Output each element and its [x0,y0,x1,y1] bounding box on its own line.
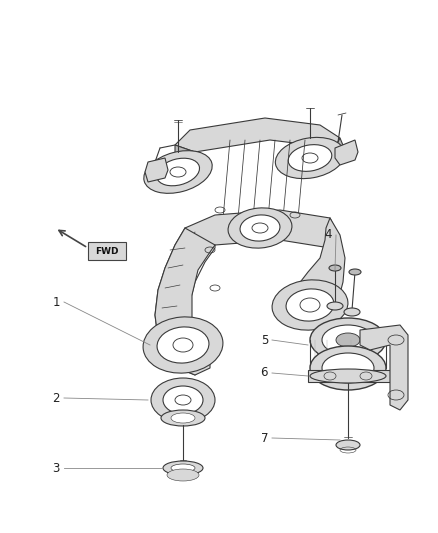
Ellipse shape [349,269,361,275]
Ellipse shape [336,440,360,450]
Ellipse shape [276,138,345,179]
Ellipse shape [327,302,343,310]
Text: 4: 4 [325,229,332,241]
Ellipse shape [336,333,360,347]
Ellipse shape [143,317,223,373]
Ellipse shape [171,464,195,472]
Polygon shape [335,140,358,165]
Ellipse shape [228,208,292,248]
Polygon shape [335,138,345,160]
Ellipse shape [167,469,199,481]
Ellipse shape [163,461,203,475]
Polygon shape [308,370,390,382]
Ellipse shape [161,410,205,426]
Text: 1: 1 [53,295,60,309]
Polygon shape [155,228,215,375]
Ellipse shape [329,265,341,271]
Polygon shape [145,158,168,182]
Polygon shape [175,118,340,152]
Ellipse shape [156,158,200,186]
Text: FWD: FWD [95,246,119,255]
Text: 2: 2 [53,392,60,405]
Text: 5: 5 [261,334,268,346]
Ellipse shape [144,151,212,193]
Text: 6: 6 [261,367,268,379]
Polygon shape [175,145,195,165]
Ellipse shape [322,353,374,383]
Ellipse shape [272,280,348,330]
Polygon shape [180,210,335,258]
Ellipse shape [310,318,386,362]
Ellipse shape [171,413,195,423]
Ellipse shape [163,386,203,414]
Ellipse shape [157,327,209,363]
Polygon shape [295,218,345,328]
Ellipse shape [310,346,386,390]
Bar [88,242,126,260]
Text: 3: 3 [53,462,60,474]
Ellipse shape [344,308,360,316]
Ellipse shape [240,215,280,241]
Ellipse shape [310,369,386,383]
Polygon shape [360,325,408,410]
Ellipse shape [151,378,215,422]
Ellipse shape [286,289,334,321]
Ellipse shape [322,325,374,355]
Text: 7: 7 [261,432,268,445]
Ellipse shape [288,144,332,172]
